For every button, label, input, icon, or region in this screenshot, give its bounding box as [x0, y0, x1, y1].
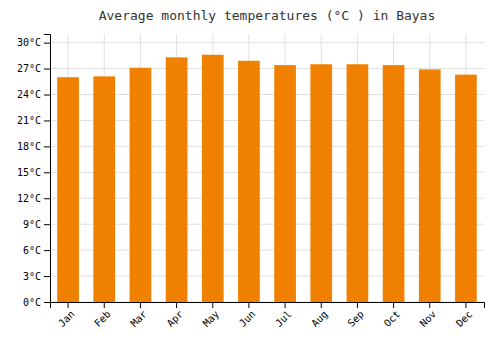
tick-label: 18°C — [17, 141, 41, 152]
tick-label: 12°C — [17, 193, 41, 204]
tick-mark — [44, 95, 50, 96]
bars — [57, 55, 477, 302]
tick: 3°C — [23, 271, 50, 282]
tick-label: Mar — [128, 308, 149, 329]
bar — [93, 76, 115, 302]
tick-mark — [44, 120, 50, 121]
tick: Dec — [454, 302, 475, 329]
tick-mark — [44, 69, 50, 70]
tick: Sep — [345, 302, 366, 329]
tick-mark — [176, 302, 177, 308]
grid — [50, 34, 484, 302]
tick: Aug — [309, 302, 330, 329]
tick-mark — [357, 302, 358, 308]
bar — [238, 61, 260, 302]
tick-mark — [44, 198, 50, 199]
tick: Feb — [92, 302, 113, 329]
tick-mark — [44, 250, 50, 251]
bar — [130, 68, 152, 302]
tick-mark — [44, 43, 50, 44]
tick: 9°C — [23, 219, 50, 230]
bar — [419, 69, 441, 302]
axis-line — [44, 35, 51, 303]
tick-label: Oct — [382, 308, 403, 329]
bar — [57, 77, 79, 302]
tick: 24°C — [17, 89, 50, 100]
tick-mark — [68, 302, 69, 308]
tick-label: Jun — [237, 308, 258, 329]
tick-label: Sep — [345, 308, 366, 329]
grid-line — [50, 42, 484, 43]
bar — [455, 75, 477, 302]
tick-mark — [321, 302, 322, 308]
tick-label: 30°C — [17, 37, 41, 48]
tick: 0°C — [23, 297, 50, 308]
tick: Jan — [56, 302, 77, 329]
tick: Jul — [273, 302, 294, 329]
chart: 0°C 3°C 6°C 9°C 12°C 15°C 18°C 21°C 24°C 27°C 30°C… — [0, 0, 500, 350]
tick-mark — [212, 302, 213, 308]
tick: 27°C — [17, 63, 50, 74]
bar — [347, 64, 369, 302]
tick-label: 9°C — [23, 219, 41, 230]
tick-mark — [248, 302, 249, 308]
tick-label: 27°C — [17, 63, 41, 74]
bar — [166, 57, 188, 302]
tick-label: 0°C — [23, 297, 41, 308]
tick-mark — [44, 276, 50, 277]
tick: Jun — [237, 302, 258, 329]
tick: 15°C — [17, 167, 50, 178]
tick: Oct — [382, 302, 403, 329]
tick-label: Feb — [92, 308, 113, 329]
tick-label: Aug — [309, 308, 330, 329]
tick-label: Dec — [454, 308, 475, 329]
tick-label: Jan — [56, 308, 77, 329]
tick: May — [201, 302, 222, 329]
tick-label: Nov — [418, 308, 439, 329]
tick: 18°C — [17, 141, 50, 152]
tick-mark — [393, 302, 394, 308]
tick-label: Apr — [165, 308, 186, 329]
y-axis: 0°C 3°C 6°C 9°C 12°C 15°C 18°C 21°C 24°C 27°C 30°C — [17, 35, 51, 308]
tick-mark — [44, 224, 50, 225]
tick-mark — [429, 302, 430, 308]
tick: Apr — [165, 302, 186, 329]
tick: 30°C — [17, 37, 50, 48]
tick-mark — [44, 302, 50, 303]
tick-label: 24°C — [17, 89, 41, 100]
tick-mark — [285, 302, 286, 308]
tick: 6°C — [23, 245, 50, 256]
tick-label: 21°C — [17, 115, 41, 126]
axis-line — [51, 303, 485, 309]
tick-mark — [140, 302, 141, 308]
grid-line — [50, 68, 484, 69]
tick-mark — [104, 302, 105, 308]
title: Average monthly temperatures (°C ) in Ba… — [99, 8, 436, 23]
tick-label: 3°C — [23, 271, 41, 282]
tick: 21°C — [17, 115, 50, 126]
tick-label: Jul — [273, 308, 294, 329]
tick: 12°C — [17, 193, 50, 204]
tick-mark — [465, 302, 466, 308]
tick-mark — [44, 146, 50, 147]
tick-label: May — [201, 308, 222, 329]
bar — [274, 65, 296, 302]
tick: Nov — [418, 302, 439, 329]
bar — [202, 55, 224, 302]
tick-label: 15°C — [17, 167, 41, 178]
x-axis: Jan Feb Mar Apr May Jun Jul Aug Sep Oct Nov Dec — [51, 302, 485, 329]
tick-mark — [44, 172, 50, 173]
bar — [310, 64, 332, 302]
tick: Mar — [128, 302, 149, 329]
bar — [383, 65, 405, 302]
tick-label: 6°C — [23, 245, 41, 256]
